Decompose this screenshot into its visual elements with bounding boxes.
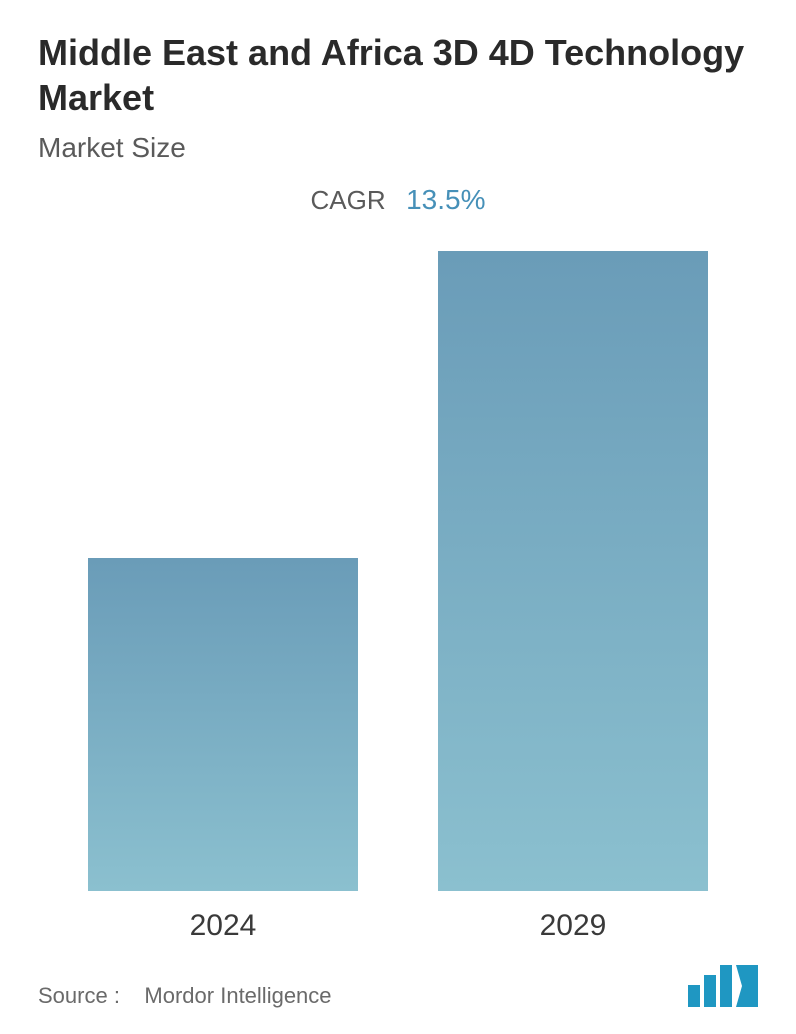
cagr-label: CAGR [311,185,386,216]
bar-2024 [88,558,358,891]
source-attribution: Source : Mordor Intelligence [38,983,332,1009]
bar-label-2024: 2024 [88,909,358,943]
footer: Source : Mordor Intelligence [38,965,758,1009]
bar-label-2029: 2029 [438,909,708,943]
source-label: Source : [38,983,120,1008]
cagr-value: 13.5% [406,184,485,216]
cagr-row: CAGR 13.5% [38,184,758,216]
mordor-logo-icon [686,965,758,1009]
x-axis-labels: 2024 2029 [38,891,758,943]
source-value: Mordor Intelligence [144,983,331,1008]
bars-container [68,251,728,891]
chart-area [38,251,758,891]
chart-subtitle: Market Size [38,132,758,164]
bar-2029 [438,251,708,891]
chart-title: Middle East and Africa 3D 4D Technology … [38,30,758,120]
